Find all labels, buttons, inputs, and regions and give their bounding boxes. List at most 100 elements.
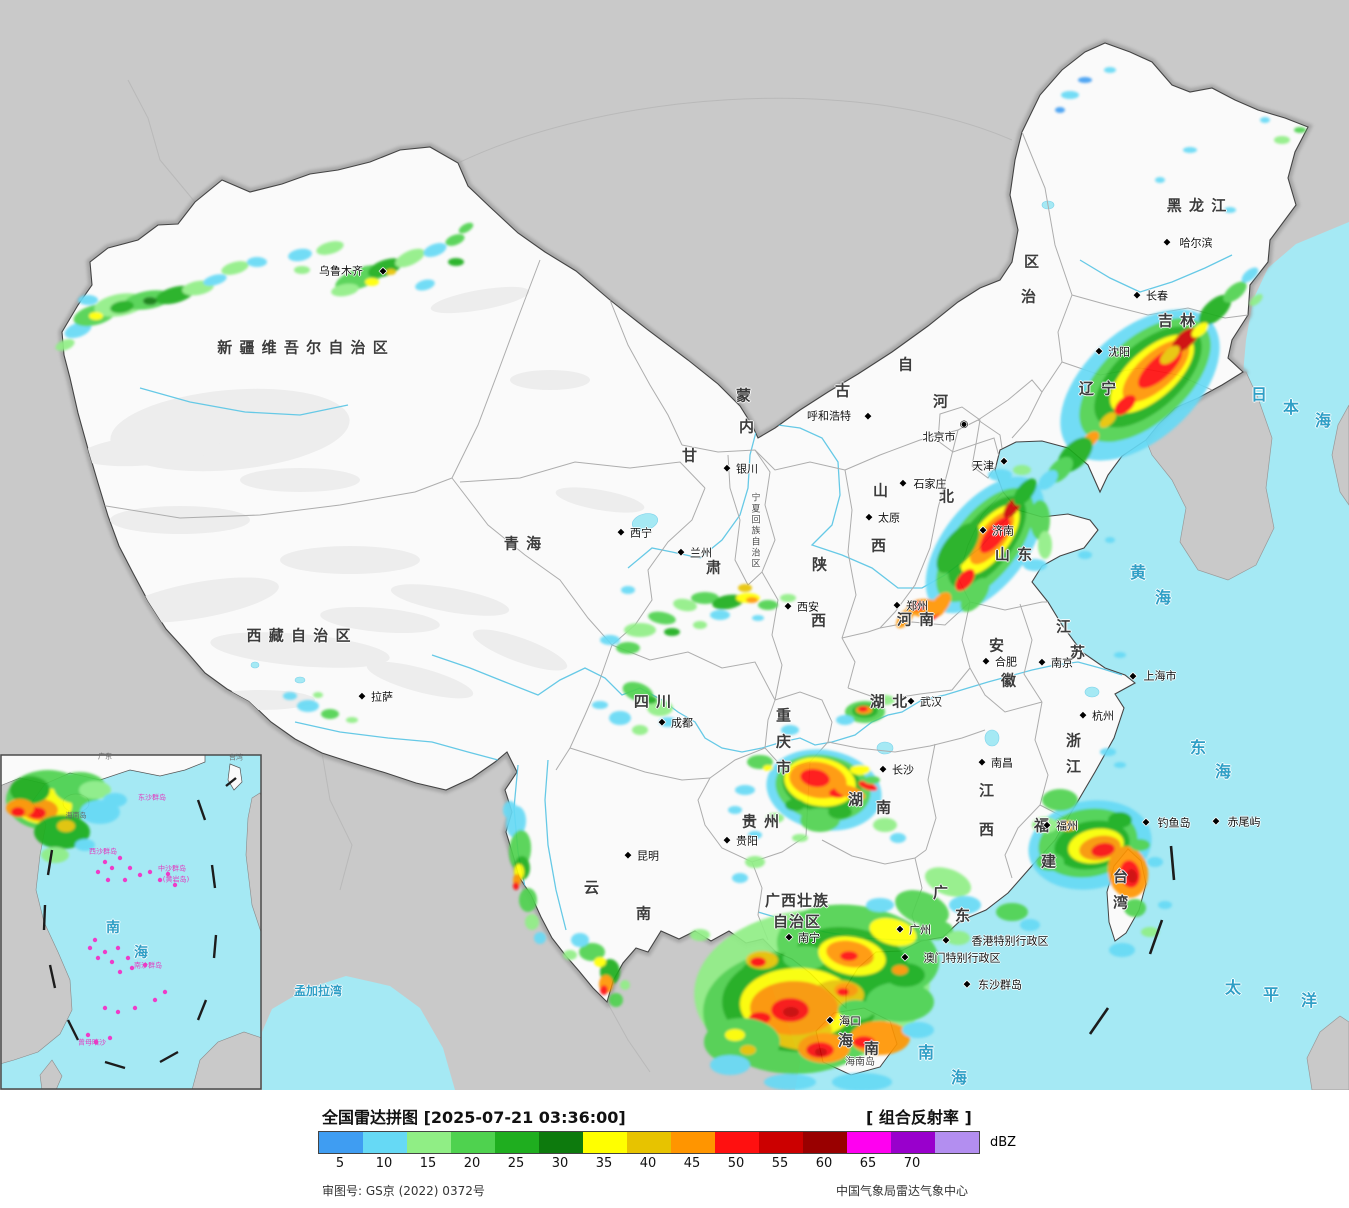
- radar-echo: [1038, 470, 1058, 490]
- radar-echo: [834, 784, 866, 800]
- island-dot: [92, 937, 98, 943]
- radar-echo: [592, 701, 608, 709]
- island-dot: [95, 955, 101, 961]
- terrain-patch: [320, 606, 440, 634]
- radar-echo: [1249, 294, 1263, 306]
- radar-echo: [800, 768, 830, 788]
- terrain-patch: [80, 433, 220, 467]
- legend-tick: 50: [727, 1156, 745, 1171]
- dash-segment: [46, 849, 54, 876]
- radar-echo: [917, 920, 953, 940]
- radar-echo: [103, 793, 127, 807]
- legend-tick: 35: [595, 1156, 613, 1171]
- yangtze-river: [431, 654, 1123, 753]
- island-dot: [132, 1005, 138, 1011]
- foreign-border-lines: [127, 79, 1013, 1073]
- legend-tick: 30: [551, 1156, 569, 1171]
- nine-dash-line-main: [1088, 845, 1176, 1035]
- radar-echo: [1114, 762, 1126, 768]
- radar-echo: [458, 222, 474, 234]
- radar-echo: [620, 980, 630, 990]
- island-dot: [129, 965, 135, 971]
- island-dot: [152, 997, 158, 1003]
- radar-echo: [600, 635, 620, 645]
- radar-echo: [34, 815, 90, 849]
- radar-echo: [600, 985, 608, 995]
- radar-echo: [781, 725, 799, 735]
- radar-echo: [579, 943, 605, 961]
- radar-echo: [704, 1018, 780, 1066]
- radar-echo: [203, 274, 227, 286]
- radar-echo: [673, 598, 697, 612]
- island-dot: [93, 1039, 99, 1045]
- radar-echo: [1013, 465, 1031, 475]
- radar-echo: [766, 813, 784, 823]
- island-dot: [109, 865, 115, 871]
- island-dot: [105, 877, 111, 883]
- radar-echo: [247, 257, 267, 267]
- radar-echo: [838, 1000, 874, 1020]
- radar-echo: [1020, 919, 1040, 931]
- radar-echo: [1126, 869, 1138, 883]
- island-dot: [117, 855, 123, 861]
- radar-echo: [996, 903, 1028, 921]
- island-dot: [165, 871, 171, 877]
- radar-echo: [691, 592, 719, 604]
- legend-swatch: [759, 1132, 803, 1153]
- legend-tick: 65: [859, 1156, 877, 1171]
- radar-echo: [783, 1007, 799, 1017]
- island-dot: [87, 945, 93, 951]
- bay-of-bengal: [262, 976, 455, 1090]
- radar-echo: [890, 833, 906, 843]
- radar-echo: [386, 269, 396, 275]
- legend-swatch: [495, 1132, 539, 1153]
- radar-echo: [41, 847, 69, 863]
- dash-segment: [159, 1050, 179, 1064]
- terrain-patch: [110, 506, 250, 534]
- island-dot: [127, 865, 133, 871]
- legend-panel: 全国雷达拼图 [2025-07-21 03:36:00] [ 组合反射率 ] d…: [0, 1090, 1349, 1208]
- radar-echo: [750, 957, 766, 967]
- inset-borneo: [191, 1031, 261, 1089]
- radar-echo: [892, 965, 908, 975]
- radar-echo: [858, 706, 868, 712]
- radar-echo: [740, 1045, 756, 1055]
- radar-echo: [1147, 857, 1163, 867]
- island-dot: [102, 859, 108, 865]
- radar-echo: [1104, 67, 1116, 73]
- radar-echo: [832, 1073, 892, 1090]
- radar-echo: [1032, 817, 1058, 833]
- radar-echo: [732, 873, 748, 883]
- radar-echo: [346, 717, 358, 723]
- radar-echo: [748, 831, 762, 839]
- radar-echo: [609, 711, 631, 725]
- island-dot: [142, 962, 148, 968]
- legend-swatch: [627, 1132, 671, 1153]
- legend-tick: 60: [815, 1156, 833, 1171]
- radar-echo: [664, 628, 680, 636]
- radar-echo: [445, 234, 465, 246]
- japan-sliver: [1331, 404, 1349, 506]
- radar-echo: [1171, 327, 1199, 353]
- qinghai-lake: [631, 513, 659, 531]
- radar-echo: [594, 957, 606, 967]
- radar-echo: [1241, 267, 1259, 283]
- radar-echo: [1274, 136, 1290, 144]
- radar-echo: [294, 266, 310, 274]
- legend-tick: 55: [771, 1156, 789, 1171]
- island-dot: [122, 877, 128, 883]
- radar-echo: [1078, 551, 1092, 559]
- dash-segment: [196, 799, 207, 821]
- radar-echo: [925, 867, 971, 897]
- radar-echo: [752, 615, 764, 621]
- radar-echo: [960, 578, 990, 612]
- island-dot: [137, 872, 143, 878]
- radar-echo: [864, 776, 880, 784]
- radar-echo: [693, 621, 707, 629]
- legend-tick: 40: [639, 1156, 657, 1171]
- tarim-river: [139, 387, 349, 416]
- radar-echo: [1191, 322, 1209, 338]
- radar-echo: [1108, 812, 1132, 828]
- legend-tick: 70: [903, 1156, 921, 1171]
